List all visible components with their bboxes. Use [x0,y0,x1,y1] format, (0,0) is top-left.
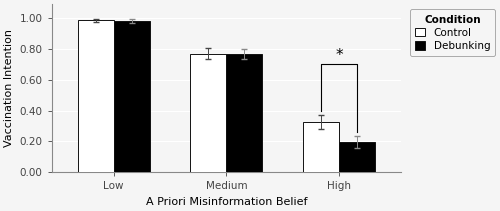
Bar [339,142,375,172]
Legend: Control, Debunking: Control, Debunking [410,9,496,56]
X-axis label: A Priori Misinformation Belief: A Priori Misinformation Belief [146,197,307,207]
Y-axis label: Vaccination Intention: Vaccination Intention [4,29,14,147]
Bar [78,20,114,172]
Bar [190,54,226,172]
Bar [303,122,339,172]
Bar [114,21,150,172]
Text: *: * [335,48,343,63]
Bar [226,54,262,172]
